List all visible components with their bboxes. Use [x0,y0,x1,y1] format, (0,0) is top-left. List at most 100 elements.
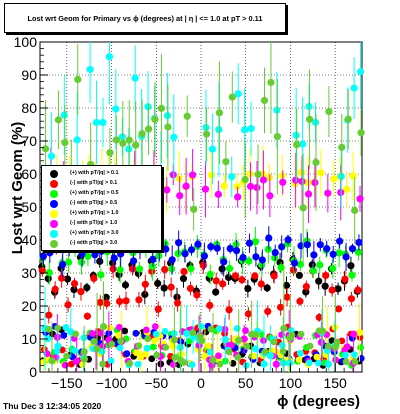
data-point [65,258,73,266]
data-point [233,325,241,332]
data-point [121,327,129,335]
data-point [234,193,242,201]
data-point [70,285,78,294]
data-point [317,338,325,346]
data-point [245,257,253,265]
data-point [219,280,227,288]
data-point [213,244,221,252]
data-point [228,93,236,101]
data-point [335,249,343,257]
data-point [288,331,296,339]
data-point [225,306,233,314]
data-point [322,271,330,280]
data-point [176,343,184,351]
data-point [47,152,56,160]
data-point [108,340,116,348]
data-point [149,343,157,351]
data-point [264,245,272,253]
data-point [157,104,166,112]
data-point [117,250,125,258]
data-point [239,253,247,262]
data-point [107,357,115,365]
data-point [77,288,85,296]
data-point [53,347,61,355]
data-point [266,192,274,200]
data-point [334,285,342,293]
legend-label: (+) with pT/|q| > 3.0 [70,230,119,236]
data-point [277,263,285,272]
data-point [181,250,189,258]
legend-entry: (-) with pT/|q| > 3.0 [42,239,161,249]
data-point [118,133,126,141]
data-point [246,170,254,178]
data-point [347,262,355,270]
data-point [309,266,317,275]
data-point [279,178,287,186]
data-point [341,275,349,283]
data-point [289,266,298,274]
data-point [297,330,305,338]
data-point [311,118,320,126]
data-point [306,342,314,350]
data-point [259,176,268,184]
data-point [299,140,307,148]
data-point [337,172,345,180]
data-point [194,240,202,248]
data-point [344,115,352,123]
y-tick-label: 90 [21,67,37,83]
data-point [151,115,159,124]
data-point [329,264,337,273]
data-point [119,139,127,147]
data-point [295,271,303,280]
data-point [175,239,183,247]
data-point [206,348,214,356]
data-point [254,170,262,179]
data-point [342,253,350,261]
data-point [202,328,210,336]
data-point [266,352,275,360]
data-point [134,360,142,368]
data-point [141,280,149,288]
data-point [337,188,345,197]
data-point [202,123,210,132]
data-point [180,267,188,276]
data-point [347,295,356,303]
data-point [357,344,364,351]
legend-marker-icon [50,170,58,178]
data-point [330,175,338,183]
data-point [302,288,310,296]
legend-marker-icon [50,240,58,248]
data-point [257,280,265,288]
data-point [125,145,133,153]
data-point [348,271,356,279]
x-tick-label: 150 [323,375,347,391]
data-point [324,342,332,350]
data-point [221,336,229,344]
data-point [86,65,94,74]
data-point [312,158,320,166]
data-point [283,293,291,301]
legend-entry: (-) with pT/|q| > 1.0 [42,219,161,229]
data-point [221,325,229,334]
x-tick-label: 100 [279,375,303,391]
data-point [234,354,242,361]
data-point [292,176,300,184]
data-point [298,177,306,186]
data-point [278,172,286,180]
data-point [296,260,305,268]
data-point [167,283,175,291]
data-point [245,239,254,247]
data-point [251,238,259,246]
data-point [356,67,365,76]
data-point [328,286,336,294]
data-point [233,182,241,191]
data-point [273,132,281,141]
data-point [311,179,319,187]
legend-label: (+) with pT/|q| > 0.1 [70,170,119,176]
data-point [334,305,343,313]
data-point [241,175,249,184]
data-point [315,313,323,321]
data-point [297,168,306,177]
data-point [243,343,251,350]
